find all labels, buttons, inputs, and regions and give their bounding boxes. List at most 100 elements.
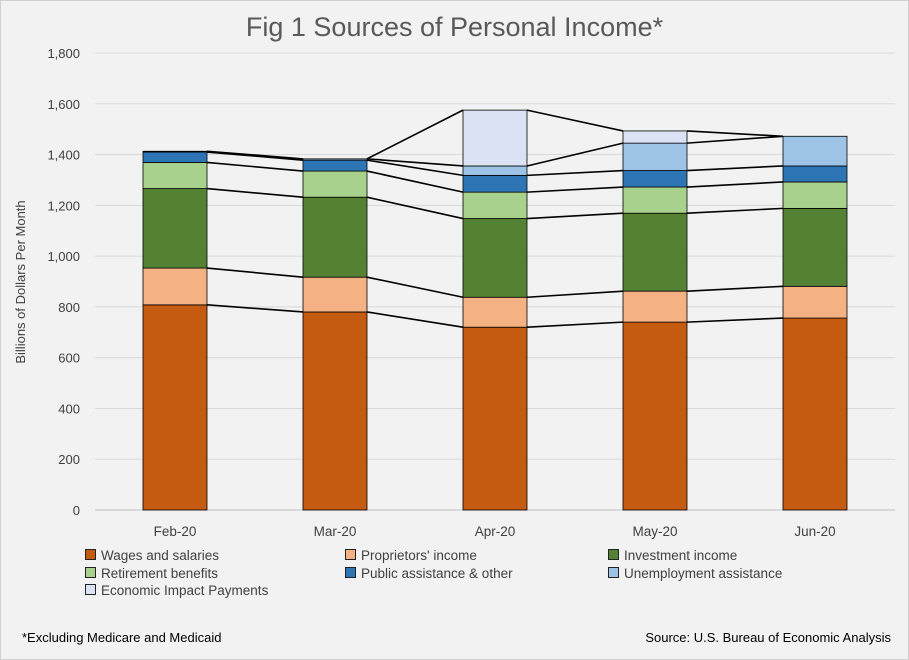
bar-segment xyxy=(782,135,848,167)
series-connector-line xyxy=(686,165,784,172)
series-connector-line xyxy=(526,212,624,220)
series-connector-line xyxy=(526,186,624,193)
legend-label: Wages and salaries xyxy=(101,548,220,563)
series-connector-line xyxy=(686,181,784,188)
y-tick-label: 200 xyxy=(58,452,80,467)
x-tick-label: Jun-20 xyxy=(794,524,835,539)
bar-segment xyxy=(462,326,528,511)
legend-label: Retirement benefits xyxy=(101,566,219,581)
series-connector-line xyxy=(366,276,464,299)
legend-label: Public assistance & other xyxy=(361,566,513,581)
bar-segment xyxy=(622,170,688,188)
chart-title: Fig 1 Sources of Personal Income* xyxy=(245,12,664,42)
x-tick-label: Mar-20 xyxy=(314,524,357,539)
series-connector-line xyxy=(206,187,304,199)
series-connector-line xyxy=(206,161,304,172)
bar-segment xyxy=(142,304,208,511)
y-tick-label: 1,000 xyxy=(47,249,80,264)
x-tick-label: Apr-20 xyxy=(475,524,516,539)
bar-segment xyxy=(782,181,848,209)
bar-segment xyxy=(462,191,528,219)
bar-segment xyxy=(142,188,208,269)
y-tick-label: 1,800 xyxy=(47,46,80,61)
bar-segment xyxy=(302,311,368,511)
series-connector-line xyxy=(686,207,784,215)
connector-lines xyxy=(206,109,784,328)
series-connector-line xyxy=(366,170,464,193)
bar-segment xyxy=(302,159,368,172)
series-connector-line xyxy=(206,267,304,278)
series-connector-line xyxy=(686,135,784,144)
legend-swatch xyxy=(345,567,356,578)
bar-segment xyxy=(302,276,368,313)
legend-swatch xyxy=(608,549,619,560)
legend-item: Retirement benefits xyxy=(85,566,218,581)
legend-item: Public assistance & other xyxy=(345,566,513,581)
bar-segment xyxy=(142,162,208,189)
y-tick-labels: 0 200 400 600 800 1,000 1,200 1,400 1,600 1,800 xyxy=(47,46,80,518)
y-tick-label: 400 xyxy=(58,401,80,416)
series-connector-line xyxy=(526,321,624,328)
bar-segment xyxy=(302,196,368,278)
footnote: *Excluding Medicare and Medicaid xyxy=(22,630,222,645)
legend-item: Wages and salaries xyxy=(85,548,219,563)
legend-label: Economic Impact Payments xyxy=(101,583,269,598)
series-connector-line xyxy=(366,196,464,220)
series-connector-line xyxy=(206,304,304,313)
bar-segment xyxy=(782,207,848,287)
bar-segment xyxy=(302,170,368,198)
legend-item: Unemployment assistance xyxy=(608,566,782,581)
bar-segment xyxy=(622,321,688,511)
gridlines xyxy=(95,52,895,511)
series-connector-line xyxy=(366,109,464,160)
bar-segment xyxy=(462,218,528,298)
bar-segment xyxy=(782,285,848,319)
series-connector-line xyxy=(366,311,464,328)
y-tick-label: 1,200 xyxy=(47,198,80,213)
bar-segment xyxy=(302,158,368,161)
x-tick-label: May-20 xyxy=(632,524,677,539)
bar-segment xyxy=(462,165,528,176)
y-tick-label: 1,600 xyxy=(47,97,80,112)
bars xyxy=(142,109,848,511)
bar-segment xyxy=(142,267,208,306)
bar-segment xyxy=(782,317,848,511)
bar-segment xyxy=(462,109,528,167)
bar-segment xyxy=(622,186,688,214)
series-connector-line xyxy=(526,290,624,299)
bar-segment xyxy=(622,142,688,171)
bar-segment xyxy=(462,174,528,193)
source-note: Source: U.S. Bureau of Economic Analysis xyxy=(645,630,891,645)
bar-segment xyxy=(142,151,208,163)
bar-segment xyxy=(622,130,688,144)
legend-item: Proprietors' income xyxy=(345,548,477,563)
y-tick-label: 0 xyxy=(73,503,80,518)
series-connector-line xyxy=(686,130,784,138)
legend-swatch xyxy=(345,549,356,560)
legend-swatch xyxy=(85,549,96,560)
series-connector-line xyxy=(526,109,624,132)
legend-label: Unemployment assistance xyxy=(624,566,783,581)
y-tick-label: 800 xyxy=(58,300,80,315)
y-tick-label: 1,400 xyxy=(47,148,80,163)
series-connector-line xyxy=(526,169,624,177)
legend-swatch xyxy=(608,567,619,578)
y-axis-label: Billions of Dollars Per Month xyxy=(13,200,28,363)
series-connector-line xyxy=(686,285,784,292)
legend-label: Investment income xyxy=(624,548,738,563)
series-connector-line xyxy=(206,151,304,161)
legend-item: Economic Impact Payments xyxy=(85,583,268,598)
bar-segment xyxy=(142,150,208,153)
series-connector-line xyxy=(526,142,624,167)
y-tick-label: 600 xyxy=(58,351,80,366)
bar-segment xyxy=(622,212,688,292)
series-connector-line xyxy=(366,159,464,177)
bar-segment xyxy=(622,290,688,323)
legend-label: Proprietors' income xyxy=(361,548,477,563)
legend-swatch xyxy=(85,584,96,595)
x-tick-labels: Feb-20 Mar-20 Apr-20 May-20 Jun-20 xyxy=(154,524,836,539)
series-connector-line xyxy=(206,150,304,160)
series-connector-line xyxy=(366,158,464,167)
legend-swatch xyxy=(85,567,96,578)
